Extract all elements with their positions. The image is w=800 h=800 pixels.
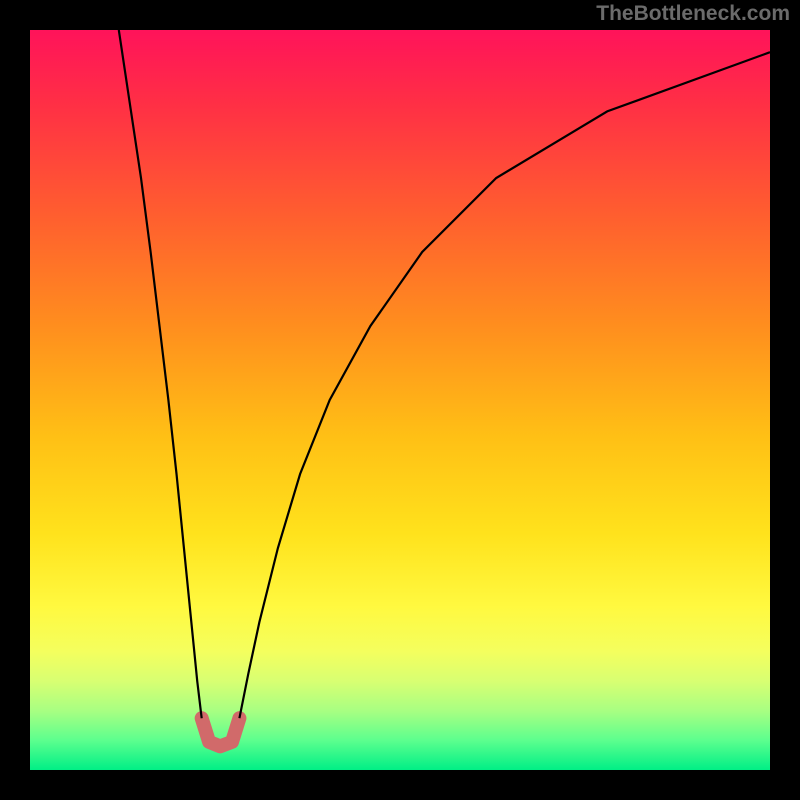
attribution-text: TheBottleneck.com [596, 2, 790, 26]
plot-area [30, 30, 770, 770]
bottleneck-curve-left [119, 30, 202, 718]
chart-container: TheBottleneck.com [0, 0, 800, 800]
optimal-zone-highlight [202, 718, 240, 746]
bottleneck-curve-right [239, 52, 770, 718]
bottleneck-curve-chart [30, 30, 770, 770]
